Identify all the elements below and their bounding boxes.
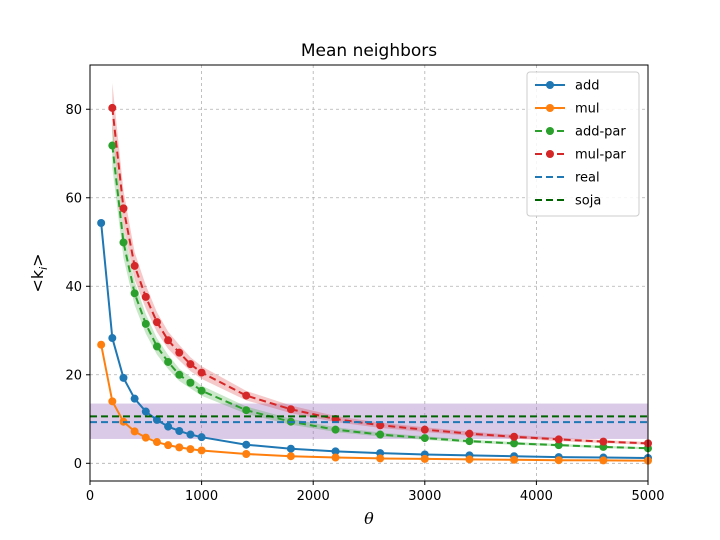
mul-par-point: [197, 368, 206, 377]
add-par-point: [141, 319, 150, 328]
mul-par-point: [376, 421, 385, 430]
add-point: [164, 422, 173, 431]
add-point: [97, 218, 106, 227]
mul-par-point: [130, 261, 139, 270]
add-par-point: [175, 370, 184, 379]
legend-marker-add: [546, 81, 554, 89]
mul-point: [141, 433, 150, 442]
y-axis-label-sub: i: [37, 267, 50, 270]
y-tick-label: 80: [65, 103, 82, 118]
x-axis-ticks: 0 1000 2000 3000 4000 5000: [86, 481, 665, 504]
add-par-point: [331, 425, 340, 434]
mul-point: [186, 445, 195, 454]
add-point: [108, 334, 117, 343]
mul-point: [420, 454, 429, 463]
series-layer: [90, 83, 652, 465]
add-par-point: [108, 141, 117, 150]
mul-par-point: [108, 103, 117, 112]
mul-point: [108, 397, 117, 406]
legend-label-mul: mul: [575, 102, 600, 117]
mul-point: [175, 443, 184, 452]
mul-par-point: [465, 429, 474, 438]
mul-point: [331, 453, 340, 462]
x-axis-label: θ: [364, 509, 374, 528]
mul-par-point: [510, 432, 519, 441]
mul-point: [130, 427, 139, 436]
legend-marker-mul-par: [546, 150, 554, 158]
mul-par-point: [186, 360, 195, 369]
mul-par-point: [286, 405, 295, 414]
add-point: [286, 444, 295, 453]
legend-label-mul-par: mul-par: [575, 148, 626, 163]
mul-par-point: [119, 204, 128, 213]
mul-point: [164, 441, 173, 450]
add-par-point: [119, 238, 128, 247]
mul-par-point: [554, 435, 563, 444]
chart-title: Mean neighbors: [301, 41, 437, 61]
y-tick-label: 20: [65, 368, 82, 383]
legend-label-soja: soja: [575, 194, 601, 209]
add-par-point: [186, 378, 195, 387]
mul-point: [465, 455, 474, 464]
mul-par-point: [152, 318, 161, 327]
y-axis-label-close: >: [28, 253, 47, 266]
x-tick-label: 0: [86, 489, 94, 504]
legend-marker-add-par: [546, 127, 554, 135]
mul-point: [554, 456, 563, 465]
mul-point: [242, 450, 251, 459]
add-par-point: [130, 289, 139, 298]
add-point: [141, 407, 150, 416]
mul-point: [152, 438, 161, 447]
legend-marker-mul: [546, 104, 554, 112]
y-axis-label: <ki>: [28, 253, 50, 292]
add-point: [119, 373, 128, 382]
mul-point: [197, 446, 206, 455]
add-point: [175, 426, 184, 435]
add-point: [130, 394, 139, 403]
legend: add mul add-par mul-par real soja: [526, 71, 640, 217]
legend-label-add: add: [575, 79, 599, 94]
mul-point: [599, 456, 608, 465]
mul-par-point: [164, 336, 173, 345]
add-par-point: [420, 434, 429, 443]
mul-point: [376, 454, 385, 463]
mul-par-point: [420, 425, 429, 434]
mul-par-point: [599, 437, 608, 446]
mul-par-point: [141, 292, 150, 301]
add-par-point: [376, 430, 385, 439]
add-par-point: [197, 386, 206, 395]
add-par-point: [152, 342, 161, 351]
y-axis-ticks: 0 20 40 60 80: [65, 103, 90, 472]
legend-label-add-par: add-par: [575, 125, 626, 140]
mul-par-point: [242, 391, 251, 400]
add-point: [186, 430, 195, 439]
mul-par-point: [175, 348, 184, 357]
x-tick-label: 5000: [631, 489, 664, 504]
add-point: [197, 433, 206, 442]
y-tick-label: 40: [65, 280, 82, 295]
add-par-point: [554, 441, 563, 450]
add-point: [242, 440, 251, 449]
x-tick-label: 2000: [297, 489, 330, 504]
y-axis-label-base: <k: [28, 269, 47, 292]
add-par-point: [510, 439, 519, 448]
plot-frame: [89, 64, 649, 482]
legend-label-real: real: [575, 171, 600, 186]
mul-point: [286, 452, 295, 461]
mul-point: [97, 340, 106, 349]
add-par-point: [465, 437, 474, 446]
add-par-point: [164, 357, 173, 366]
add-point: [331, 447, 340, 456]
x-tick-label: 1000: [185, 489, 218, 504]
x-tick-label: 4000: [520, 489, 553, 504]
y-tick-label: 60: [65, 191, 82, 206]
x-tick-label: 3000: [408, 489, 441, 504]
add-par-point: [242, 406, 251, 415]
mul-point: [510, 455, 519, 464]
y-tick-label: 0: [74, 457, 82, 472]
